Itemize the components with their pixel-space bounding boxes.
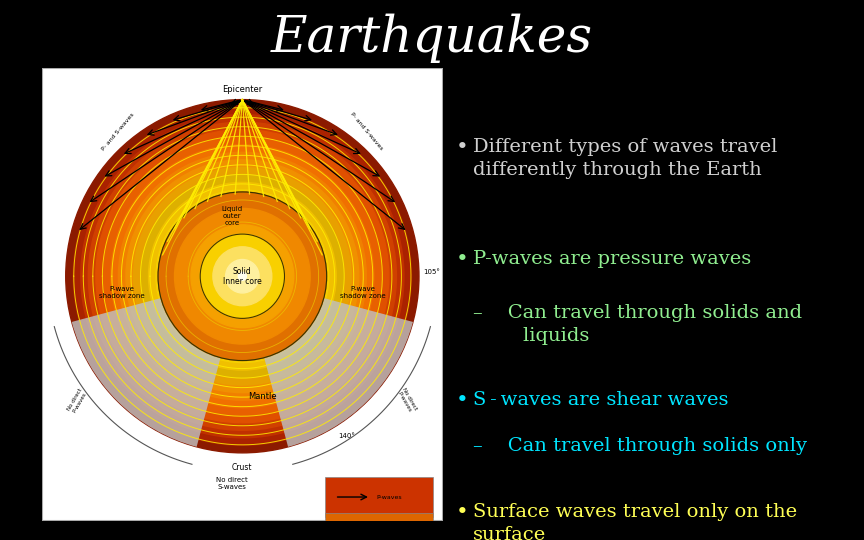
- Text: Epicenter: Epicenter: [222, 85, 263, 93]
- Circle shape: [104, 137, 381, 415]
- Circle shape: [96, 130, 389, 423]
- Text: Solid
Inner core: Solid Inner core: [223, 267, 262, 286]
- Text: –    Can travel through solids only: – Can travel through solids only: [473, 437, 807, 455]
- Circle shape: [226, 260, 259, 293]
- Text: No direct
P-waves: No direct P-waves: [67, 387, 89, 414]
- Text: 140°: 140°: [339, 433, 355, 439]
- Circle shape: [191, 225, 294, 328]
- Circle shape: [240, 274, 245, 278]
- Text: Different types of waves travel
differently through the Earth: Different types of waves travel differen…: [473, 138, 778, 179]
- Text: P-wave
shadow zone: P-wave shadow zone: [99, 286, 145, 299]
- Circle shape: [213, 247, 272, 306]
- Text: Mantle: Mantle: [248, 392, 276, 401]
- Circle shape: [88, 122, 397, 430]
- Wedge shape: [72, 276, 242, 447]
- Text: Liquid
outer
core: Liquid outer core: [222, 206, 243, 226]
- Circle shape: [118, 152, 366, 400]
- Circle shape: [73, 107, 411, 446]
- Circle shape: [175, 208, 310, 344]
- Circle shape: [158, 192, 327, 361]
- Text: •: •: [456, 503, 468, 522]
- Text: S-waves: S-waves: [377, 531, 403, 536]
- Text: •: •: [456, 251, 468, 269]
- Circle shape: [224, 258, 261, 295]
- Circle shape: [66, 99, 419, 453]
- Circle shape: [126, 160, 359, 393]
- Circle shape: [149, 183, 336, 370]
- Text: Crust: Crust: [232, 463, 252, 472]
- Circle shape: [111, 145, 374, 408]
- Circle shape: [200, 234, 284, 319]
- Text: –    Can travel through solids and
        liquids: – Can travel through solids and liquids: [473, 304, 802, 345]
- Text: Earthquakes: Earthquakes: [271, 13, 593, 63]
- Text: P- and S-waves: P- and S-waves: [101, 112, 135, 152]
- Text: P- and S-waves: P- and S-waves: [350, 112, 384, 152]
- Text: P-wave
shadow zone: P-wave shadow zone: [340, 286, 385, 299]
- Text: •: •: [456, 390, 468, 409]
- Text: S - waves are shear waves: S - waves are shear waves: [473, 390, 728, 409]
- Text: P-waves: P-waves: [377, 495, 403, 500]
- Circle shape: [207, 241, 277, 311]
- Text: No direct
S-waves: No direct S-waves: [217, 477, 248, 490]
- Text: No direct
P-waves: No direct P-waves: [396, 387, 418, 414]
- Text: Surface waves travel only on the
surface: Surface waves travel only on the surface: [473, 503, 797, 540]
- Text: P-waves are pressure waves: P-waves are pressure waves: [473, 251, 752, 268]
- Circle shape: [141, 175, 344, 377]
- FancyBboxPatch shape: [325, 513, 433, 540]
- Circle shape: [238, 272, 246, 280]
- Wedge shape: [242, 276, 413, 447]
- Text: 105°: 105°: [423, 269, 440, 275]
- FancyBboxPatch shape: [325, 477, 433, 517]
- Circle shape: [133, 167, 352, 385]
- Text: •: •: [456, 138, 468, 157]
- Circle shape: [156, 190, 328, 362]
- Circle shape: [80, 114, 404, 438]
